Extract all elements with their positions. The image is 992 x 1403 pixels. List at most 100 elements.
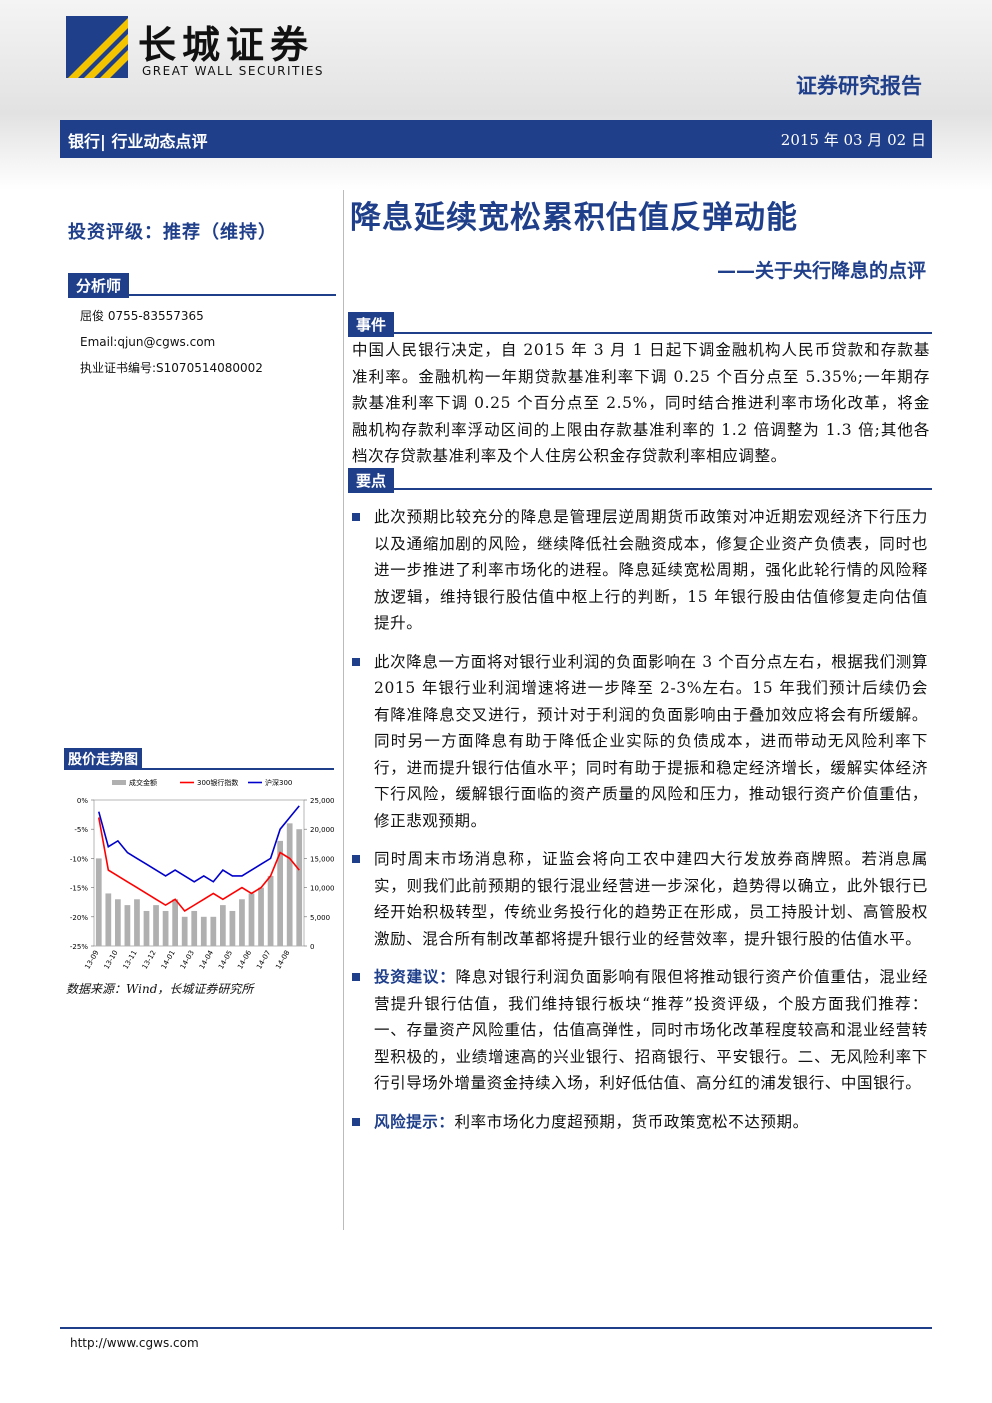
series-line: [97, 817, 300, 913]
bullet: [352, 973, 360, 981]
section-label: 要点: [348, 468, 395, 493]
section-label: 分析师: [68, 273, 130, 298]
point: 同时周末市场消息称，证监会将向工农中建四大行发放券商牌照。若消息属实，则我们此前…: [352, 846, 928, 952]
volume-bar: [134, 899, 140, 946]
section-rule: [348, 488, 932, 490]
point: 此次预期比较充分的降息是管理层逆周期货币政策对冲近期宏观经济下行压力以及通缩加剧…: [352, 504, 928, 637]
volume-bar: [220, 905, 226, 946]
section-name: 银行|: [68, 132, 106, 151]
y2-tick-label: 15,000: [310, 855, 335, 863]
section: 银行| 行业动态点评: [68, 128, 207, 152]
analyst-line: 执业证书编号:S1070514080002: [80, 361, 263, 375]
report-title: 降息延续宽松累积估值反弹动能: [350, 200, 798, 236]
price-chart: 0% -5% -10% -15% -20% -25% 25,000 20,000 15,000 1…: [70, 778, 335, 971]
report-type: 证券研究报告: [796, 74, 922, 98]
section-rule: [348, 332, 932, 334]
point-text: 降息对银行利润负面影响有限但将推动银行资产价值重估，混业经营提升银行估值，我们维…: [374, 968, 928, 1092]
series-line: [98, 805, 300, 883]
volume-bar: [191, 910, 198, 946]
logo-stripe: [84, 34, 128, 78]
footer-url: http://www.cgws.com: [70, 1336, 199, 1350]
volume-bar: [124, 905, 131, 946]
legend-label: 300银行指数: [197, 778, 238, 787]
x-tick-label: 14-08: [274, 949, 291, 971]
bullet: [352, 855, 360, 863]
column-divider: [343, 190, 344, 1230]
company-name-en: GREAT WALL SECURITIES: [142, 64, 325, 78]
volume-bar: [296, 829, 303, 946]
volume-bar: [172, 899, 178, 946]
volume-bar: [277, 840, 283, 946]
section-rule: [68, 294, 336, 296]
category: 行业动态点评: [111, 132, 208, 151]
section-label: 事件: [348, 312, 395, 337]
logo-stripe: [68, 18, 128, 78]
volume-bar: [200, 916, 207, 946]
header-bar: [60, 120, 932, 158]
logo-mark: [66, 16, 128, 78]
report-date: 2015 年 03 月 02 日: [780, 131, 926, 149]
volume-bar: [267, 875, 274, 946]
company-name: 长城证券: [138, 22, 315, 67]
y-tick-label: -10%: [70, 855, 88, 863]
point: 风险提示：利率市场化力度超预期，货币政策宽松不达预期。: [352, 1109, 928, 1136]
volume-bar: [105, 893, 112, 946]
header-background: [0, 0, 992, 190]
point-text: 此次预期比较充分的降息是管理层逆周期货币政策对冲近期宏观经济下行压力以及通缩加剧…: [374, 508, 928, 632]
legend-swatch: [112, 780, 126, 785]
x-tick-label: 13-10: [102, 949, 119, 971]
x-tick-label: 14-04: [198, 949, 215, 971]
volume-bar: [153, 905, 159, 946]
analyst-line: Email:qjun@cgws.com: [80, 335, 216, 349]
y2-tick-label: 20,000: [310, 826, 335, 834]
section-rule: [64, 768, 334, 770]
volume-bar: [210, 916, 217, 946]
point: 投资建议：降息对银行利润负面影响有限但将推动银行资产价值重估，混业经营提升银行估…: [352, 964, 928, 1097]
volume-bar: [286, 823, 293, 946]
chart-source: 数据来源：Wind，长城证券研究所: [66, 982, 254, 996]
volume-bar: [181, 916, 188, 946]
y2-tick-label: 0: [310, 943, 314, 951]
point-text: 利率市场化力度超预期，货币政策宽松不达预期。: [454, 1112, 809, 1131]
point: 此次降息一方面将对银行业利润的负面影响在 3 个百分点左右，根据我们测算 201…: [352, 649, 928, 835]
point-text: 此次降息一方面将对银行业利润的负面影响在 3 个百分点左右，根据我们测算 201…: [374, 652, 928, 830]
y-tick-label: 0%: [77, 797, 88, 805]
key-points: 此次预期比较充分的降息是管理层逆周期货币政策对冲近期宏观经济下行压力以及通缩加剧…: [352, 504, 928, 1147]
volume-bar: [229, 910, 236, 946]
y-tick-label: -15%: [70, 885, 88, 893]
event-text: 中国人民银行决定，自 2015 年 3 月 1 日起下调金融机构人民币贷款和存款…: [352, 341, 930, 465]
logo-stripe: [100, 50, 128, 78]
volume-bar: [239, 899, 245, 946]
section-label: 股价走势图: [64, 748, 142, 770]
y2-tick-label: 5,000: [310, 914, 330, 922]
x-tick-label: 13-12: [141, 949, 158, 971]
x-tick-label: 14-01: [160, 949, 177, 971]
point-text: 同时周末市场消息称，证监会将向工农中建四大行发放券商牌照。若消息属实，则我们此前…: [374, 850, 928, 948]
x-tick-label: 13-09: [83, 949, 100, 971]
analyst-info: 屈俊 0755-83557365 Email:qjun@cgws.com 执业证书编…: [80, 303, 263, 381]
legend-label: 沪深300: [265, 778, 292, 787]
volume-bar: [115, 899, 121, 946]
x-tick-label: 14-06: [236, 949, 253, 971]
volume-bar: [95, 858, 102, 946]
volume-bar: [143, 910, 150, 946]
bullet: [352, 657, 360, 666]
legend-label: 成交金额: [129, 778, 157, 787]
volume-bar: [258, 887, 264, 946]
y2-tick-label: 10,000: [310, 885, 335, 893]
x-tick-label: 13-11: [122, 949, 139, 971]
bullet: [352, 1117, 360, 1126]
y-tick-label: -20%: [70, 914, 88, 922]
x-tick-label: 14-05: [217, 949, 234, 971]
rating: 投资评级：推荐（维持）: [68, 222, 277, 243]
y-tick-label: -25%: [70, 943, 88, 951]
point-lead: 投资建议：: [374, 967, 456, 986]
x-tick-label: 14-07: [255, 949, 272, 971]
x-tick-label: 14-03: [179, 949, 196, 971]
footer-rule: [60, 1327, 932, 1329]
report-subtitle: ——关于央行降息的点评: [716, 260, 926, 282]
volume-bar: [248, 893, 255, 946]
y-tick-label: -5%: [74, 826, 88, 834]
